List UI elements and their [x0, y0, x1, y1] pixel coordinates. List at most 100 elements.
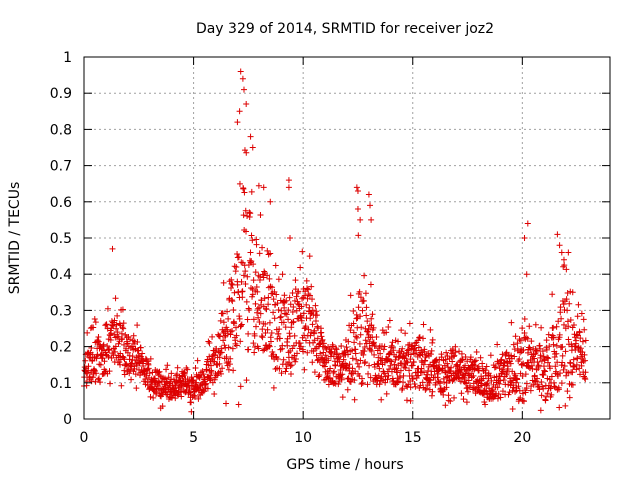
data-point	[128, 376, 135, 383]
data-point	[320, 340, 327, 347]
data-point	[558, 315, 565, 322]
data-point	[172, 395, 179, 402]
data-point	[221, 333, 228, 340]
data-point	[445, 397, 452, 404]
data-point	[260, 347, 267, 354]
data-point	[361, 344, 368, 351]
data-point	[120, 320, 127, 327]
data-point	[336, 358, 343, 365]
data-point	[395, 338, 402, 345]
data-point	[306, 304, 313, 311]
data-point	[315, 373, 322, 380]
data-point	[582, 369, 589, 376]
data-point	[374, 377, 381, 384]
data-point	[529, 365, 536, 372]
data-point	[381, 343, 388, 350]
data-point	[293, 293, 300, 300]
data-point	[577, 345, 584, 352]
data-point	[356, 288, 363, 295]
data-point	[514, 340, 521, 347]
data-point	[308, 283, 315, 290]
data-point	[531, 355, 538, 362]
data-point	[267, 283, 274, 290]
data-point	[193, 379, 200, 386]
data-point	[82, 357, 89, 364]
data-point	[404, 347, 411, 354]
data-point	[168, 370, 175, 377]
data-point	[434, 370, 441, 377]
data-point	[275, 276, 282, 283]
data-point	[573, 331, 580, 338]
data-point	[283, 311, 290, 318]
data-point	[117, 350, 124, 357]
data-point	[357, 331, 364, 338]
data-point	[362, 337, 369, 344]
data-point	[352, 350, 359, 357]
data-point	[542, 368, 549, 375]
data-point	[92, 319, 99, 326]
data-point	[581, 326, 588, 333]
data-point	[367, 374, 374, 381]
data-point	[236, 180, 243, 187]
data-point	[307, 315, 314, 322]
data-point	[131, 365, 138, 372]
x-tick-label: 5	[189, 430, 198, 446]
data-point	[407, 351, 414, 358]
data-point	[344, 386, 351, 393]
data-point	[266, 275, 273, 282]
data-point	[367, 281, 374, 288]
data-point	[227, 355, 234, 362]
data-point	[448, 364, 455, 371]
data-point	[244, 273, 251, 280]
data-point	[494, 395, 501, 402]
data-point	[365, 191, 372, 198]
data-point	[259, 244, 266, 251]
data-point	[103, 321, 110, 328]
data-point	[321, 363, 328, 370]
data-point	[203, 380, 210, 387]
data-point	[236, 313, 243, 320]
data-point	[356, 340, 363, 347]
data-point	[416, 334, 423, 341]
data-point	[164, 362, 171, 369]
y-tick-label: 0.2	[50, 340, 72, 356]
data-point	[452, 343, 459, 350]
data-point	[297, 343, 304, 350]
data-point	[524, 220, 531, 227]
y-tick-label: 0	[63, 412, 72, 428]
data-point	[209, 355, 216, 362]
data-point	[108, 318, 115, 325]
data-point	[384, 376, 391, 383]
data-point	[580, 316, 587, 323]
data-point	[449, 358, 456, 365]
data-point	[327, 365, 334, 372]
data-point	[239, 288, 246, 295]
data-point	[327, 349, 334, 356]
data-point	[267, 250, 274, 257]
data-point	[127, 336, 134, 343]
data-point	[373, 333, 380, 340]
data-point	[305, 326, 312, 333]
data-point	[145, 365, 152, 372]
data-point	[359, 379, 366, 386]
data-point	[332, 345, 339, 352]
data-point	[296, 340, 303, 347]
data-point	[86, 354, 93, 361]
data-point	[133, 385, 140, 392]
data-point	[324, 370, 331, 377]
data-point	[564, 307, 571, 314]
data-point	[124, 362, 131, 369]
data-point	[300, 348, 307, 355]
data-point	[561, 362, 568, 369]
data-point	[316, 341, 323, 348]
data-point	[281, 304, 288, 311]
data-point	[156, 379, 163, 386]
data-point	[330, 369, 337, 376]
data-point	[399, 345, 406, 352]
data-point	[521, 235, 528, 241]
data-point	[563, 296, 570, 303]
data-point	[489, 388, 496, 395]
data-point	[307, 310, 314, 317]
data-point	[250, 316, 257, 323]
data-point	[354, 314, 361, 321]
